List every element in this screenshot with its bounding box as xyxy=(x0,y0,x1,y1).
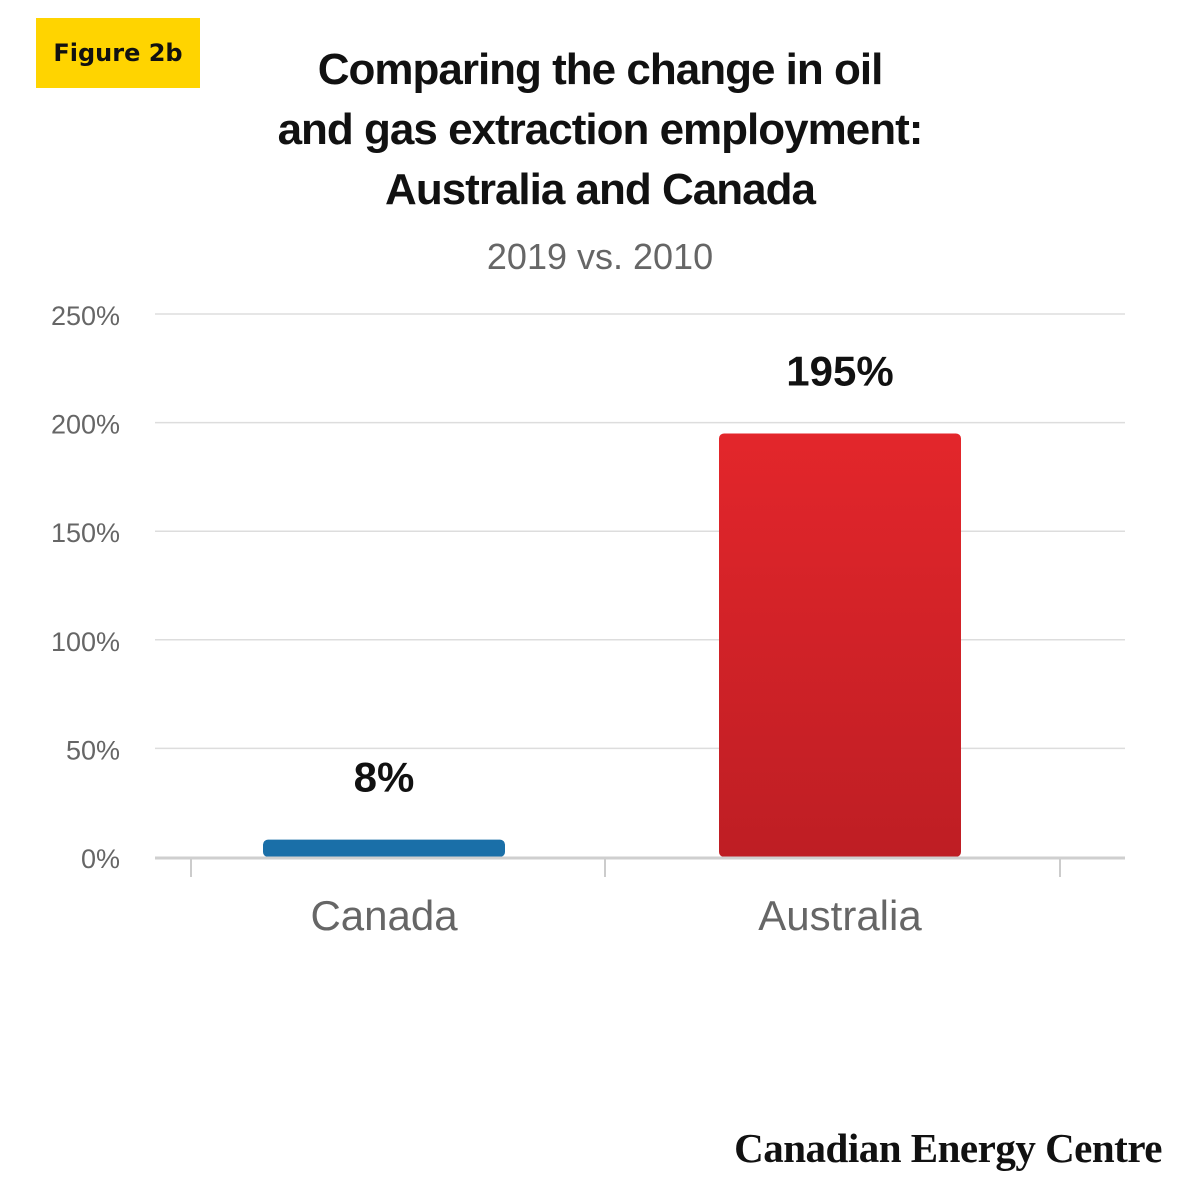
x-tick-label: Australia xyxy=(758,892,922,939)
y-tick-label: 250% xyxy=(51,301,120,331)
y-tick-label: 50% xyxy=(66,735,120,765)
brand-logo-text: Canadian Energy Centre xyxy=(734,1125,1162,1171)
bar-canada xyxy=(263,839,505,857)
figure-tag: Figure 2b xyxy=(36,18,200,88)
title-line-2: and gas extraction employment: xyxy=(277,105,924,154)
title-line-3: Australia and Canada xyxy=(385,165,816,214)
y-tick-labels: 250% 200% 150% 100% 50% 0% xyxy=(51,301,120,874)
title-line-1: Comparing the change in oil xyxy=(317,45,884,94)
value-label: 8% xyxy=(354,754,415,801)
x-tick-label: Canada xyxy=(310,892,458,939)
gridlines xyxy=(155,313,1125,750)
value-labels: 8% 195% xyxy=(354,347,894,800)
value-label: 195% xyxy=(786,347,893,394)
y-tick-label: 0% xyxy=(81,844,120,874)
bar-chart: 250% 200% 150% 100% 50% 0% 8% 195% Canada Austr… xyxy=(51,301,1125,939)
y-tick-label: 150% xyxy=(51,518,120,548)
y-tick-label: 200% xyxy=(51,410,120,440)
x-axis xyxy=(155,856,1125,877)
chart-subtitle: 2019 vs. 2010 xyxy=(486,236,714,277)
chart-title: Comparing the change in oil and gas extr… xyxy=(240,40,960,220)
y-tick-label: 100% xyxy=(51,627,120,657)
x-tick-labels: Canada Australia xyxy=(310,892,922,939)
bars xyxy=(263,433,961,857)
bar-australia xyxy=(719,433,961,857)
